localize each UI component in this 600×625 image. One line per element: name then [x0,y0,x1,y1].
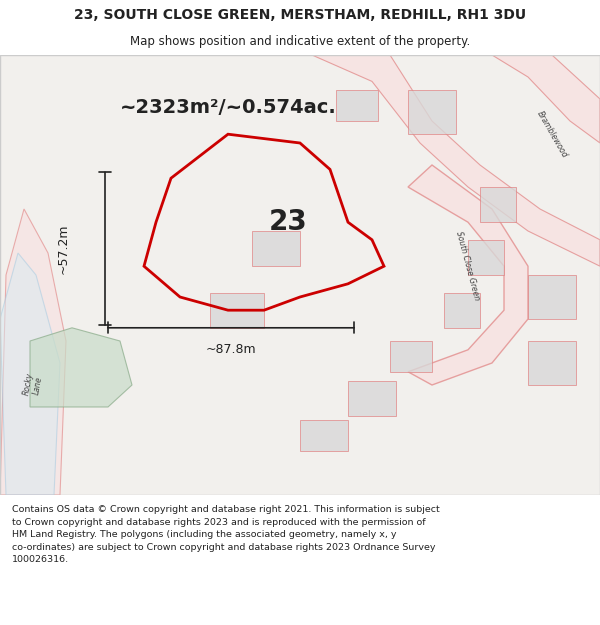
Polygon shape [492,55,600,143]
Text: Contains OS data © Crown copyright and database right 2021. This information is : Contains OS data © Crown copyright and d… [12,506,440,564]
Polygon shape [468,240,504,275]
FancyBboxPatch shape [0,55,600,495]
Polygon shape [336,90,378,121]
Polygon shape [348,381,396,416]
Polygon shape [30,328,132,407]
Text: 23: 23 [269,208,307,236]
Polygon shape [210,292,264,328]
Polygon shape [300,420,348,451]
Text: South Close Green: South Close Green [454,231,482,302]
Text: 23, SOUTH CLOSE GREEN, MERSTHAM, REDHILL, RH1 3DU: 23, SOUTH CLOSE GREEN, MERSTHAM, REDHILL… [74,8,526,22]
Polygon shape [252,231,300,266]
Polygon shape [408,90,456,134]
Text: Bramblewood: Bramblewood [535,109,569,159]
Text: Rocky
Lane: Rocky Lane [22,372,44,398]
Polygon shape [408,165,528,385]
Polygon shape [480,187,516,222]
Polygon shape [390,341,432,372]
Polygon shape [0,209,66,495]
Text: ~57.2m: ~57.2m [56,223,70,274]
Text: Map shows position and indicative extent of the property.: Map shows position and indicative extent… [130,35,470,48]
Polygon shape [528,341,576,385]
Text: ~87.8m: ~87.8m [206,343,256,356]
Polygon shape [444,292,480,328]
Polygon shape [312,55,600,266]
Polygon shape [0,253,60,495]
Text: ~2323m²/~0.574ac.: ~2323m²/~0.574ac. [119,98,337,118]
Polygon shape [528,275,576,319]
